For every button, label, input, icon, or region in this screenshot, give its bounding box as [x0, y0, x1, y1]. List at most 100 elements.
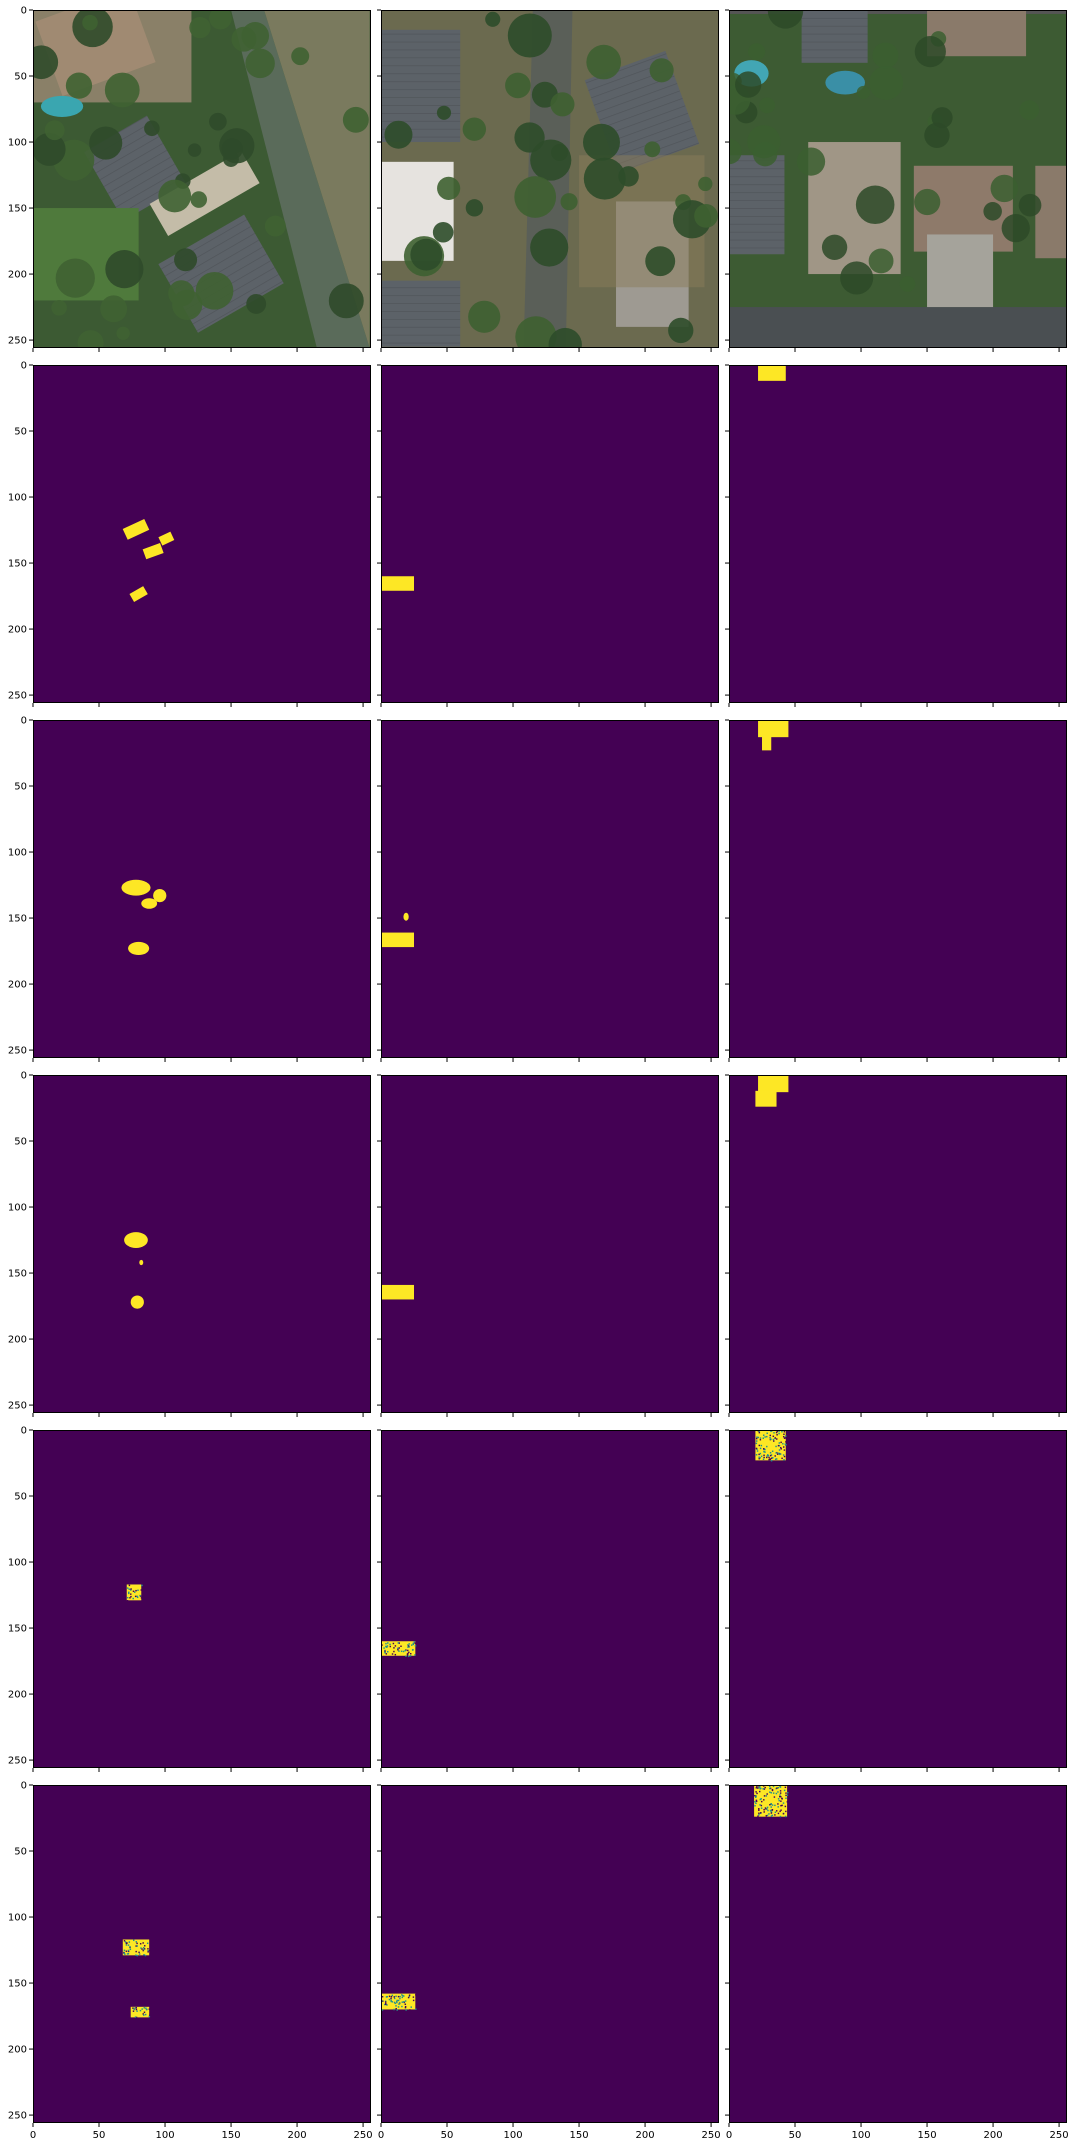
- noisy-pixel: [774, 1804, 776, 1807]
- noisy-pixel: [780, 1448, 783, 1450]
- noisy-pixel: [759, 1452, 762, 1455]
- noisy-pixel: [755, 1795, 757, 1797]
- noisy-pixel: [780, 1804, 782, 1807]
- tree: [65, 72, 93, 99]
- tree: [465, 199, 484, 217]
- panel-r5-c0: [33, 1785, 371, 2123]
- y-tick-label: 50: [14, 1492, 27, 1503]
- noisy-pixel: [758, 1790, 761, 1793]
- y-tick-label: 150: [8, 1624, 27, 1635]
- noisy-pixel: [758, 1456, 760, 1458]
- noisy-pixel: [772, 1435, 775, 1438]
- noisy-pixel: [123, 1940, 126, 1942]
- panel-content: [381, 10, 719, 348]
- tree: [384, 120, 413, 149]
- tree: [821, 234, 848, 260]
- mask-blob: [121, 879, 151, 896]
- noisy-pixel: [779, 1810, 781, 1813]
- mask-blob: [139, 1259, 144, 1266]
- mask-image: [729, 1785, 1067, 2123]
- tree: [190, 191, 208, 208]
- noisy-pixel: [784, 1437, 787, 1439]
- noisy-pixel: [386, 1645, 389, 1647]
- house-roof: [801, 10, 868, 63]
- noisy-pixel: [127, 1950, 130, 1953]
- tree: [856, 85, 870, 100]
- noisy-pixel: [769, 1787, 771, 1790]
- noisy-pixel: [776, 1430, 779, 1433]
- mask-background: [729, 1430, 1067, 1768]
- noisy-pixel: [143, 1948, 145, 1951]
- noisy-pixel: [759, 1447, 762, 1450]
- noisy-pixel: [756, 1792, 758, 1795]
- panel-r5-c2: [729, 1785, 1067, 2123]
- tree: [872, 42, 899, 69]
- noisy-pixel: [774, 1437, 776, 1439]
- panel-frame: [381, 365, 719, 703]
- noisy-pixel: [384, 2001, 387, 2003]
- noisy-pixel: [782, 1802, 785, 1804]
- panel-r1-c1: [381, 365, 719, 703]
- noisy-pixel: [395, 2005, 397, 2007]
- noisy-pixel: [402, 1650, 405, 1653]
- noisy-pixel: [141, 1584, 143, 1587]
- mask-image: [33, 1075, 371, 1413]
- panel-frame: [33, 1430, 371, 1768]
- noisy-pixel: [779, 1795, 781, 1798]
- noisy-pixel: [778, 1432, 780, 1435]
- noisy-pixel: [777, 1452, 780, 1455]
- noisy-pixel: [758, 1808, 760, 1810]
- noisy-pixel: [146, 2008, 148, 2011]
- noisy-pixel: [762, 1434, 765, 1436]
- mask-image: [33, 720, 371, 1058]
- noisy-pixel: [780, 1795, 782, 1798]
- noisy-pixel: [774, 1811, 777, 1813]
- noisy-pixel: [760, 1798, 762, 1800]
- noisy-pixel: [766, 1445, 768, 1448]
- noisy-pixel: [128, 1591, 130, 1594]
- noisy-pixel: [410, 1652, 412, 1655]
- panel-frame: [381, 1430, 719, 1768]
- noisy-pixel: [774, 1455, 776, 1457]
- panel-content: [381, 365, 719, 703]
- noisy-pixel: [387, 1642, 389, 1644]
- noisy-pixel: [141, 1948, 143, 1950]
- noisy-pixel: [782, 1435, 785, 1438]
- tree: [548, 327, 582, 348]
- panel-frame: [729, 720, 1067, 1058]
- noisy-pixel: [145, 2007, 147, 2009]
- x-tick-label: 0: [378, 2130, 384, 2141]
- panel-content: [33, 1785, 371, 2123]
- noisy-pixel: [395, 2007, 397, 2010]
- tree: [485, 11, 501, 27]
- noisy-pixel: [135, 1945, 137, 1947]
- noisy-pixel: [770, 1454, 773, 1456]
- panel-r4-c0: [33, 1430, 371, 1768]
- y-tick-label: 50: [14, 1137, 27, 1148]
- noisy-pixel: [399, 1997, 401, 2000]
- noisy-pixel: [393, 2008, 395, 2011]
- tree: [82, 14, 98, 31]
- noisy-pixel: [775, 1445, 777, 1448]
- noisy-pixel: [390, 1999, 392, 2002]
- noisy-pixel: [396, 2000, 398, 2003]
- noisy-pixel: [144, 2013, 147, 2016]
- noisy-pixel: [767, 1455, 770, 1457]
- noisy-pixel: [775, 1431, 778, 1434]
- noisy-pixel: [139, 2009, 142, 2012]
- panel-content: [33, 1430, 371, 1768]
- noisy-pixel: [412, 1643, 415, 1646]
- mask-blob: [381, 932, 415, 948]
- noisy-pixel: [394, 1653, 397, 1656]
- mask-background: [33, 365, 371, 703]
- noisy-pixel: [136, 1596, 139, 1599]
- panel-content: [729, 1430, 1067, 1768]
- noisy-pixel: [779, 1790, 782, 1792]
- y-tick-label: 100: [8, 493, 27, 504]
- tree: [582, 123, 620, 161]
- tree: [462, 117, 487, 141]
- noisy-pixel: [407, 1649, 409, 1652]
- tree: [104, 72, 140, 108]
- noisy-pixel: [130, 1593, 132, 1595]
- noisy-pixel: [143, 1948, 146, 1950]
